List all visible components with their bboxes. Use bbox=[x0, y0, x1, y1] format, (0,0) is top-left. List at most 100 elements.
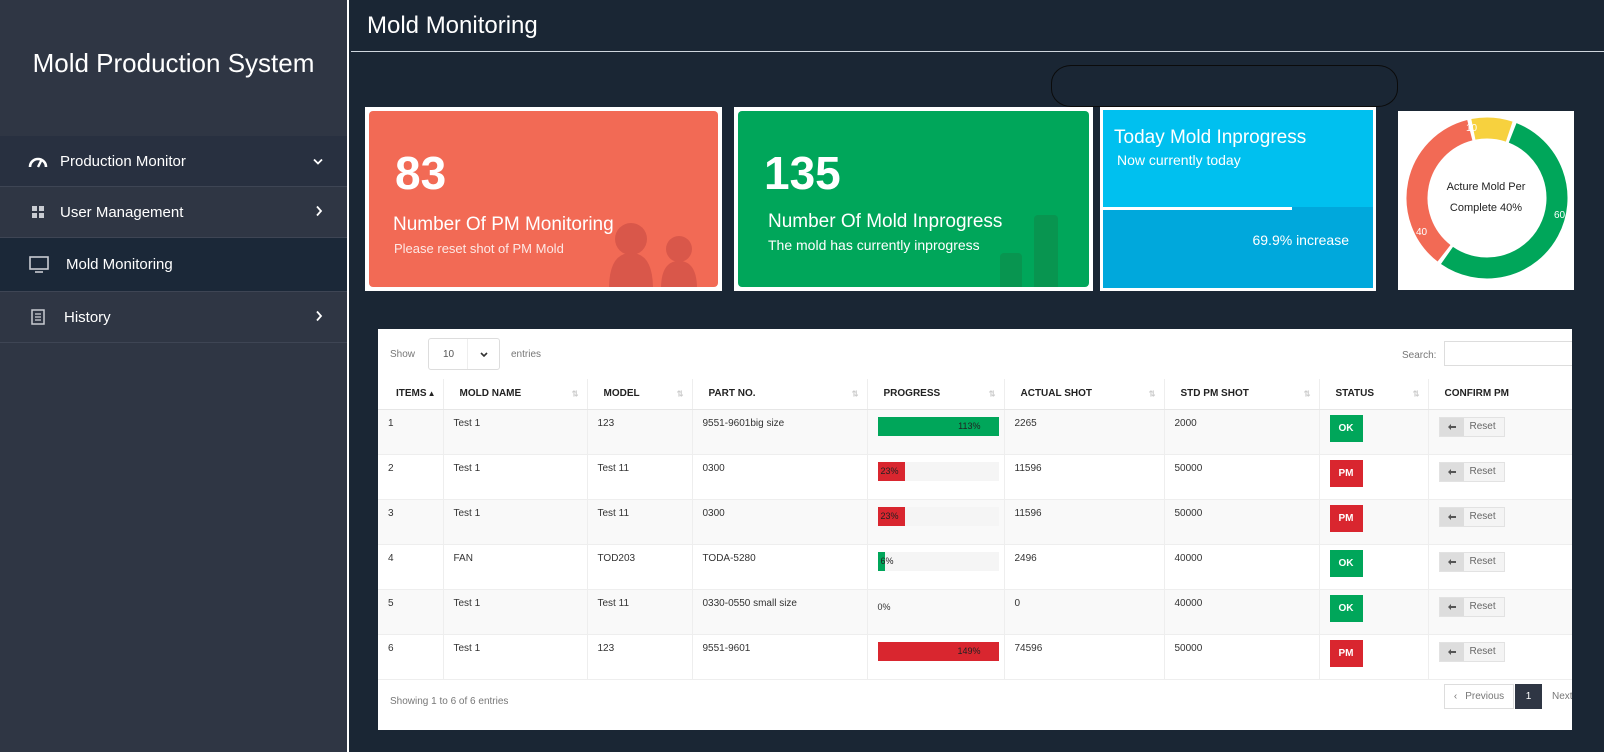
search-label: Search: bbox=[1402, 350, 1437, 361]
cell-progress: 149% bbox=[867, 634, 1005, 679]
cell-item: 1 bbox=[378, 409, 444, 454]
mold-inprogress-card[interactable]: 135 Number Of Mold Inprogress The mold h… bbox=[738, 111, 1089, 287]
table-row: 2 Test 1 Test 11 0300 23% 11596 50000 PM Reset bbox=[378, 454, 1572, 499]
cell-progress: 6% bbox=[867, 544, 1005, 589]
cell-actual-shot: 0 bbox=[1004, 589, 1165, 634]
sidebar-item-production-monitor[interactable]: Production Monitor bbox=[0, 136, 347, 187]
reset-button[interactable]: Reset bbox=[1438, 461, 1505, 482]
table-row: 1 Test 1 123 9551-9601big size 113% 2265 2000 O… bbox=[378, 409, 1572, 454]
sidebar-item-history[interactable]: History bbox=[0, 292, 347, 343]
today-inprogress-card[interactable]: Today Mold Inprogress Now currently toda… bbox=[1103, 110, 1373, 288]
cell-status: PM bbox=[1319, 499, 1429, 544]
column-header-mold-name[interactable]: MOLD NAME ⇅ bbox=[443, 379, 588, 410]
reset-icon bbox=[1439, 642, 1464, 661]
reset-button[interactable]: Reset bbox=[1438, 596, 1505, 617]
pm-monitoring-card[interactable]: 83 Number Of PM Monitoring Please reset … bbox=[369, 111, 718, 287]
cell-std-pm-shot: 40000 bbox=[1164, 544, 1320, 589]
cell-std-pm-shot: 40000 bbox=[1164, 589, 1320, 634]
reset-icon bbox=[1439, 552, 1464, 571]
pagination-page-1[interactable]: 1 bbox=[1515, 684, 1542, 709]
cell-mold-name: Test 1 bbox=[443, 499, 588, 544]
column-header-items[interactable]: ITEMS▲ bbox=[378, 379, 444, 410]
cell-status: OK bbox=[1319, 544, 1429, 589]
cell-mold-name: Test 1 bbox=[443, 454, 588, 499]
column-header-model[interactable]: MODEL ⇅ bbox=[587, 379, 693, 410]
column-header-part-no[interactable]: PART NO. ⇅ bbox=[692, 379, 868, 410]
inprogress-card-title: Number Of Mold Inprogress bbox=[768, 211, 1003, 232]
chevron-right-icon bbox=[316, 309, 323, 326]
reset-icon bbox=[1439, 462, 1464, 481]
chevron-down-icon bbox=[467, 339, 499, 369]
status-badge: PM bbox=[1329, 639, 1363, 667]
inprogress-card-subtitle: The mold has currently inprogress bbox=[768, 237, 980, 253]
pm-card-subtitle: Please reset shot of PM Mold bbox=[394, 241, 564, 256]
sort-icon: ⇅ bbox=[1303, 389, 1311, 399]
page-title: Mold Monitoring bbox=[367, 11, 538, 39]
column-header-actual-shot[interactable]: ACTUAL SHOT ⇅ bbox=[1004, 379, 1165, 410]
table-row: 5 Test 1 Test 11 0330-0550 small size 0% 0 400… bbox=[378, 589, 1572, 634]
reset-icon bbox=[1439, 417, 1464, 436]
donut-label-10: 10 bbox=[1466, 123, 1478, 134]
cell-status: OK bbox=[1319, 409, 1429, 454]
sort-icon: ⇅ bbox=[988, 389, 996, 399]
entries-length-select[interactable]: 10 bbox=[428, 338, 500, 370]
reset-button[interactable]: Reset bbox=[1438, 551, 1505, 572]
pagination-previous[interactable]: ‹ Previous bbox=[1444, 684, 1514, 709]
cell-std-pm-shot: 50000 bbox=[1164, 634, 1320, 679]
table-header-row: ITEMS▲ MOLD NAME ⇅ MODEL ⇅ PART NO. ⇅ PROGR… bbox=[378, 379, 1572, 410]
column-header-confirm-pm[interactable]: CONFIRM PM bbox=[1428, 379, 1572, 410]
sort-icon: ⇅ bbox=[571, 389, 579, 399]
cell-item: 2 bbox=[378, 454, 444, 499]
brand-title: Mold Production System bbox=[32, 47, 315, 78]
table-row: 3 Test 1 Test 11 0300 23% 11596 50000 PM Reset bbox=[378, 499, 1572, 544]
progress-bar: 23% bbox=[877, 461, 999, 481]
table-row: 6 Test 1 123 9551-9601 149% 74596 50000 PM Reset bbox=[378, 634, 1572, 679]
donut-segment-10 bbox=[1471, 117, 1513, 142]
pagination: ‹ Previous 1 Next bbox=[1444, 684, 1572, 709]
search-input[interactable] bbox=[1444, 341, 1572, 366]
column-header-std-pm-shot[interactable]: STD PM SHOT ⇅ bbox=[1164, 379, 1320, 410]
sidebar-item-label: Mold Monitoring bbox=[66, 256, 173, 273]
dashboard-icon bbox=[28, 152, 48, 170]
cell-actual-shot: 74596 bbox=[1004, 634, 1165, 679]
cell-actual-shot: 11596 bbox=[1004, 454, 1165, 499]
document-icon bbox=[28, 308, 48, 326]
reset-button[interactable]: Reset bbox=[1438, 641, 1505, 662]
cell-progress: 113% bbox=[867, 409, 1005, 454]
progress-fill bbox=[877, 461, 906, 481]
pm-card-title: Number Of PM Monitoring bbox=[393, 214, 614, 235]
donut-center-line2: Complete 40% bbox=[1450, 202, 1522, 214]
cell-item: 6 bbox=[378, 634, 444, 679]
status-badge: OK bbox=[1329, 594, 1363, 622]
column-header-progress[interactable]: PROGRESS ⇅ bbox=[867, 379, 1005, 410]
cell-item: 5 bbox=[378, 589, 444, 634]
progress-label: 113% bbox=[958, 420, 981, 431]
sidebar-item-label: User Management bbox=[60, 203, 184, 221]
progress-fill bbox=[877, 416, 999, 436]
sidebar: Mold Production System Production Monito… bbox=[0, 0, 349, 752]
progress-bar: 149% bbox=[877, 641, 999, 661]
cell-part-no: 0300 bbox=[692, 499, 868, 544]
sidebar-item-mold-monitoring[interactable]: Mold Monitoring bbox=[0, 238, 347, 292]
column-header-status[interactable]: STATUS ⇅ bbox=[1319, 379, 1429, 410]
progress-bar: 113% bbox=[877, 416, 999, 436]
status-badge: OK bbox=[1329, 549, 1363, 577]
reset-button[interactable]: Reset bbox=[1438, 416, 1505, 437]
progress-label: 6% bbox=[880, 555, 894, 566]
cell-mold-name: Test 1 bbox=[443, 409, 588, 454]
show-label: Show bbox=[390, 349, 416, 360]
reset-button[interactable]: Reset bbox=[1438, 506, 1505, 527]
today-card-frame: Today Mold Inprogress Now currently toda… bbox=[1100, 107, 1376, 291]
progress-bar: 23% bbox=[877, 506, 999, 526]
cell-mold-name: Test 1 bbox=[443, 634, 588, 679]
status-badge: OK bbox=[1329, 414, 1363, 442]
cell-std-pm-shot: 50000 bbox=[1164, 499, 1320, 544]
pm-card-frame: 83 Number Of PM Monitoring Please reset … bbox=[365, 107, 722, 291]
cell-part-no: 9551-9601 bbox=[692, 634, 868, 679]
cell-actual-shot: 2265 bbox=[1004, 409, 1165, 454]
sidebar-item-user-management[interactable]: User Management bbox=[0, 187, 347, 238]
pagination-next[interactable]: Next bbox=[1552, 691, 1572, 702]
sort-icon: ⇅ bbox=[851, 389, 859, 399]
pm-count: 83 bbox=[395, 147, 447, 199]
donut-segment-60 bbox=[1440, 123, 1568, 279]
